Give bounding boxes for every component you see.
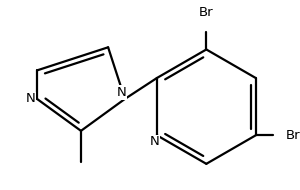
Text: N: N — [117, 86, 127, 99]
Text: Br: Br — [199, 6, 214, 19]
Text: N: N — [150, 135, 160, 148]
Text: Br: Br — [286, 129, 300, 142]
Text: N: N — [26, 92, 35, 105]
